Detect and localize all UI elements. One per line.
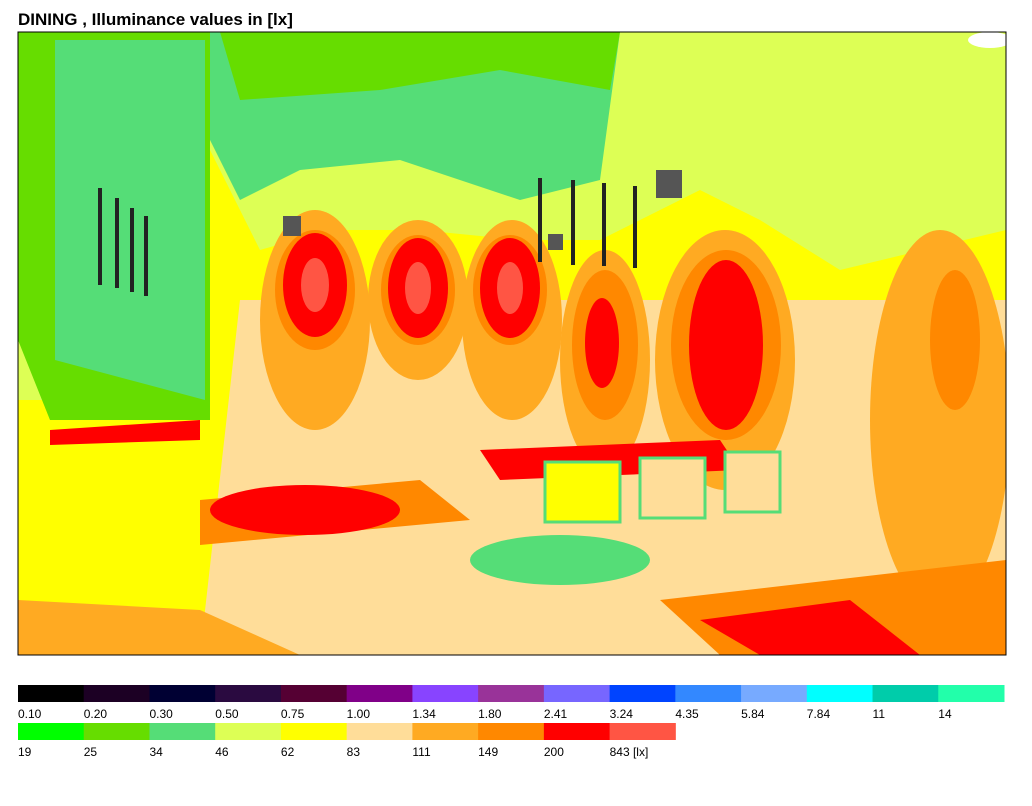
legend-label: 200 — [544, 745, 564, 759]
legend-label: 25 — [84, 745, 98, 759]
legend: 0.10 0.20 0.30 0.50 0.75 1.00 1.34 1.80 2.41 3.24… — [18, 685, 1005, 759]
legend-swatch — [83, 685, 150, 702]
legend-label: 11 — [873, 707, 886, 721]
legend-label: 14 — [938, 707, 952, 721]
legend-swatch — [741, 685, 808, 702]
legend-label: 0.10 — [18, 707, 42, 721]
legend-swatch — [543, 723, 611, 740]
legend-swatch — [215, 685, 282, 702]
legend-swatch — [18, 723, 85, 740]
legend-swatch — [346, 723, 413, 740]
legend-label: 1.80 — [478, 707, 502, 721]
legend-label: 83 — [347, 745, 361, 759]
legend-swatch — [280, 723, 348, 740]
legend-swatch — [478, 723, 545, 740]
legend-swatch — [215, 723, 282, 740]
rendering — [18, 32, 1006, 655]
legend-swatch — [478, 685, 545, 702]
legend-swatch — [412, 685, 479, 702]
legend-swatch — [806, 685, 874, 702]
legend-swatch — [543, 685, 611, 702]
legend-label: 3.24 — [610, 707, 634, 721]
legend-label: 62 — [281, 745, 295, 759]
legend-swatch — [675, 685, 742, 702]
legend-label: 19 — [18, 745, 32, 759]
legend-label: 0.20 — [84, 707, 108, 721]
legend-swatch — [938, 685, 1005, 702]
legend-label: 1.00 — [347, 707, 371, 721]
legend-label: 843 [lx] — [610, 745, 649, 759]
legend-swatch — [412, 723, 479, 740]
legend-label: 1.34 — [412, 707, 436, 721]
legend-swatch — [872, 685, 939, 702]
legend-label: 111 — [412, 745, 431, 759]
title: DINING , Illuminance values in [lx] — [18, 10, 293, 29]
legend-label: 4.35 — [675, 707, 699, 721]
legend-label: 46 — [215, 745, 229, 759]
legend-swatch — [149, 723, 216, 740]
legend-label: 0.50 — [215, 707, 239, 721]
legend-swatch — [83, 723, 150, 740]
legend-label: 34 — [149, 745, 163, 759]
legend-swatch — [346, 685, 413, 702]
legend-label: 2.41 — [544, 707, 568, 721]
legend-swatch — [280, 685, 348, 702]
legend-label: 5.84 — [741, 707, 765, 721]
legend-swatch — [149, 685, 216, 702]
legend-label: 0.75 — [281, 707, 305, 721]
legend-swatch — [609, 685, 676, 702]
legend-label: 0.30 — [149, 707, 173, 721]
legend-label: 7.84 — [807, 707, 831, 721]
legend-swatch — [18, 685, 85, 702]
legend-swatch — [609, 723, 676, 740]
legend-label: 149 — [478, 745, 498, 759]
